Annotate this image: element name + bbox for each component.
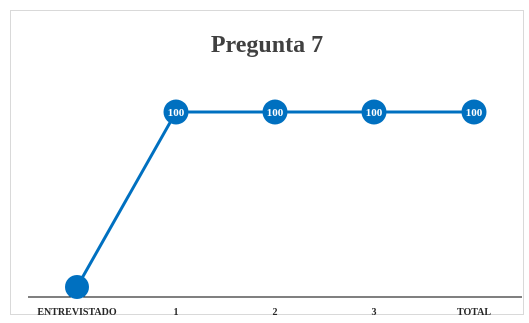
data-label: 100 [466, 107, 483, 119]
x-tick-label: 3 [372, 307, 377, 318]
x-tick-label: TOTAL [457, 307, 491, 318]
chart-area [10, 10, 524, 315]
data-label: 100 [366, 107, 383, 119]
data-label: 100 [168, 107, 185, 119]
chart-title: Pregunta 7 [211, 32, 323, 58]
plot-layer: ENTREVISTADO 1 2 3 TOTAL 100 100 100 100 [28, 99, 522, 318]
x-tick-label: 2 [273, 307, 278, 318]
data-point-marker [361, 99, 387, 125]
data-point-marker [163, 99, 189, 125]
x-tick-label: 1 [174, 307, 179, 318]
data-point-marker [65, 275, 89, 299]
x-tick-label: ENTREVISTADO [37, 307, 116, 318]
series-line [75, 110, 474, 288]
data-label: 100 [267, 107, 284, 119]
data-point-marker [461, 99, 487, 125]
data-point-marker [262, 99, 288, 125]
